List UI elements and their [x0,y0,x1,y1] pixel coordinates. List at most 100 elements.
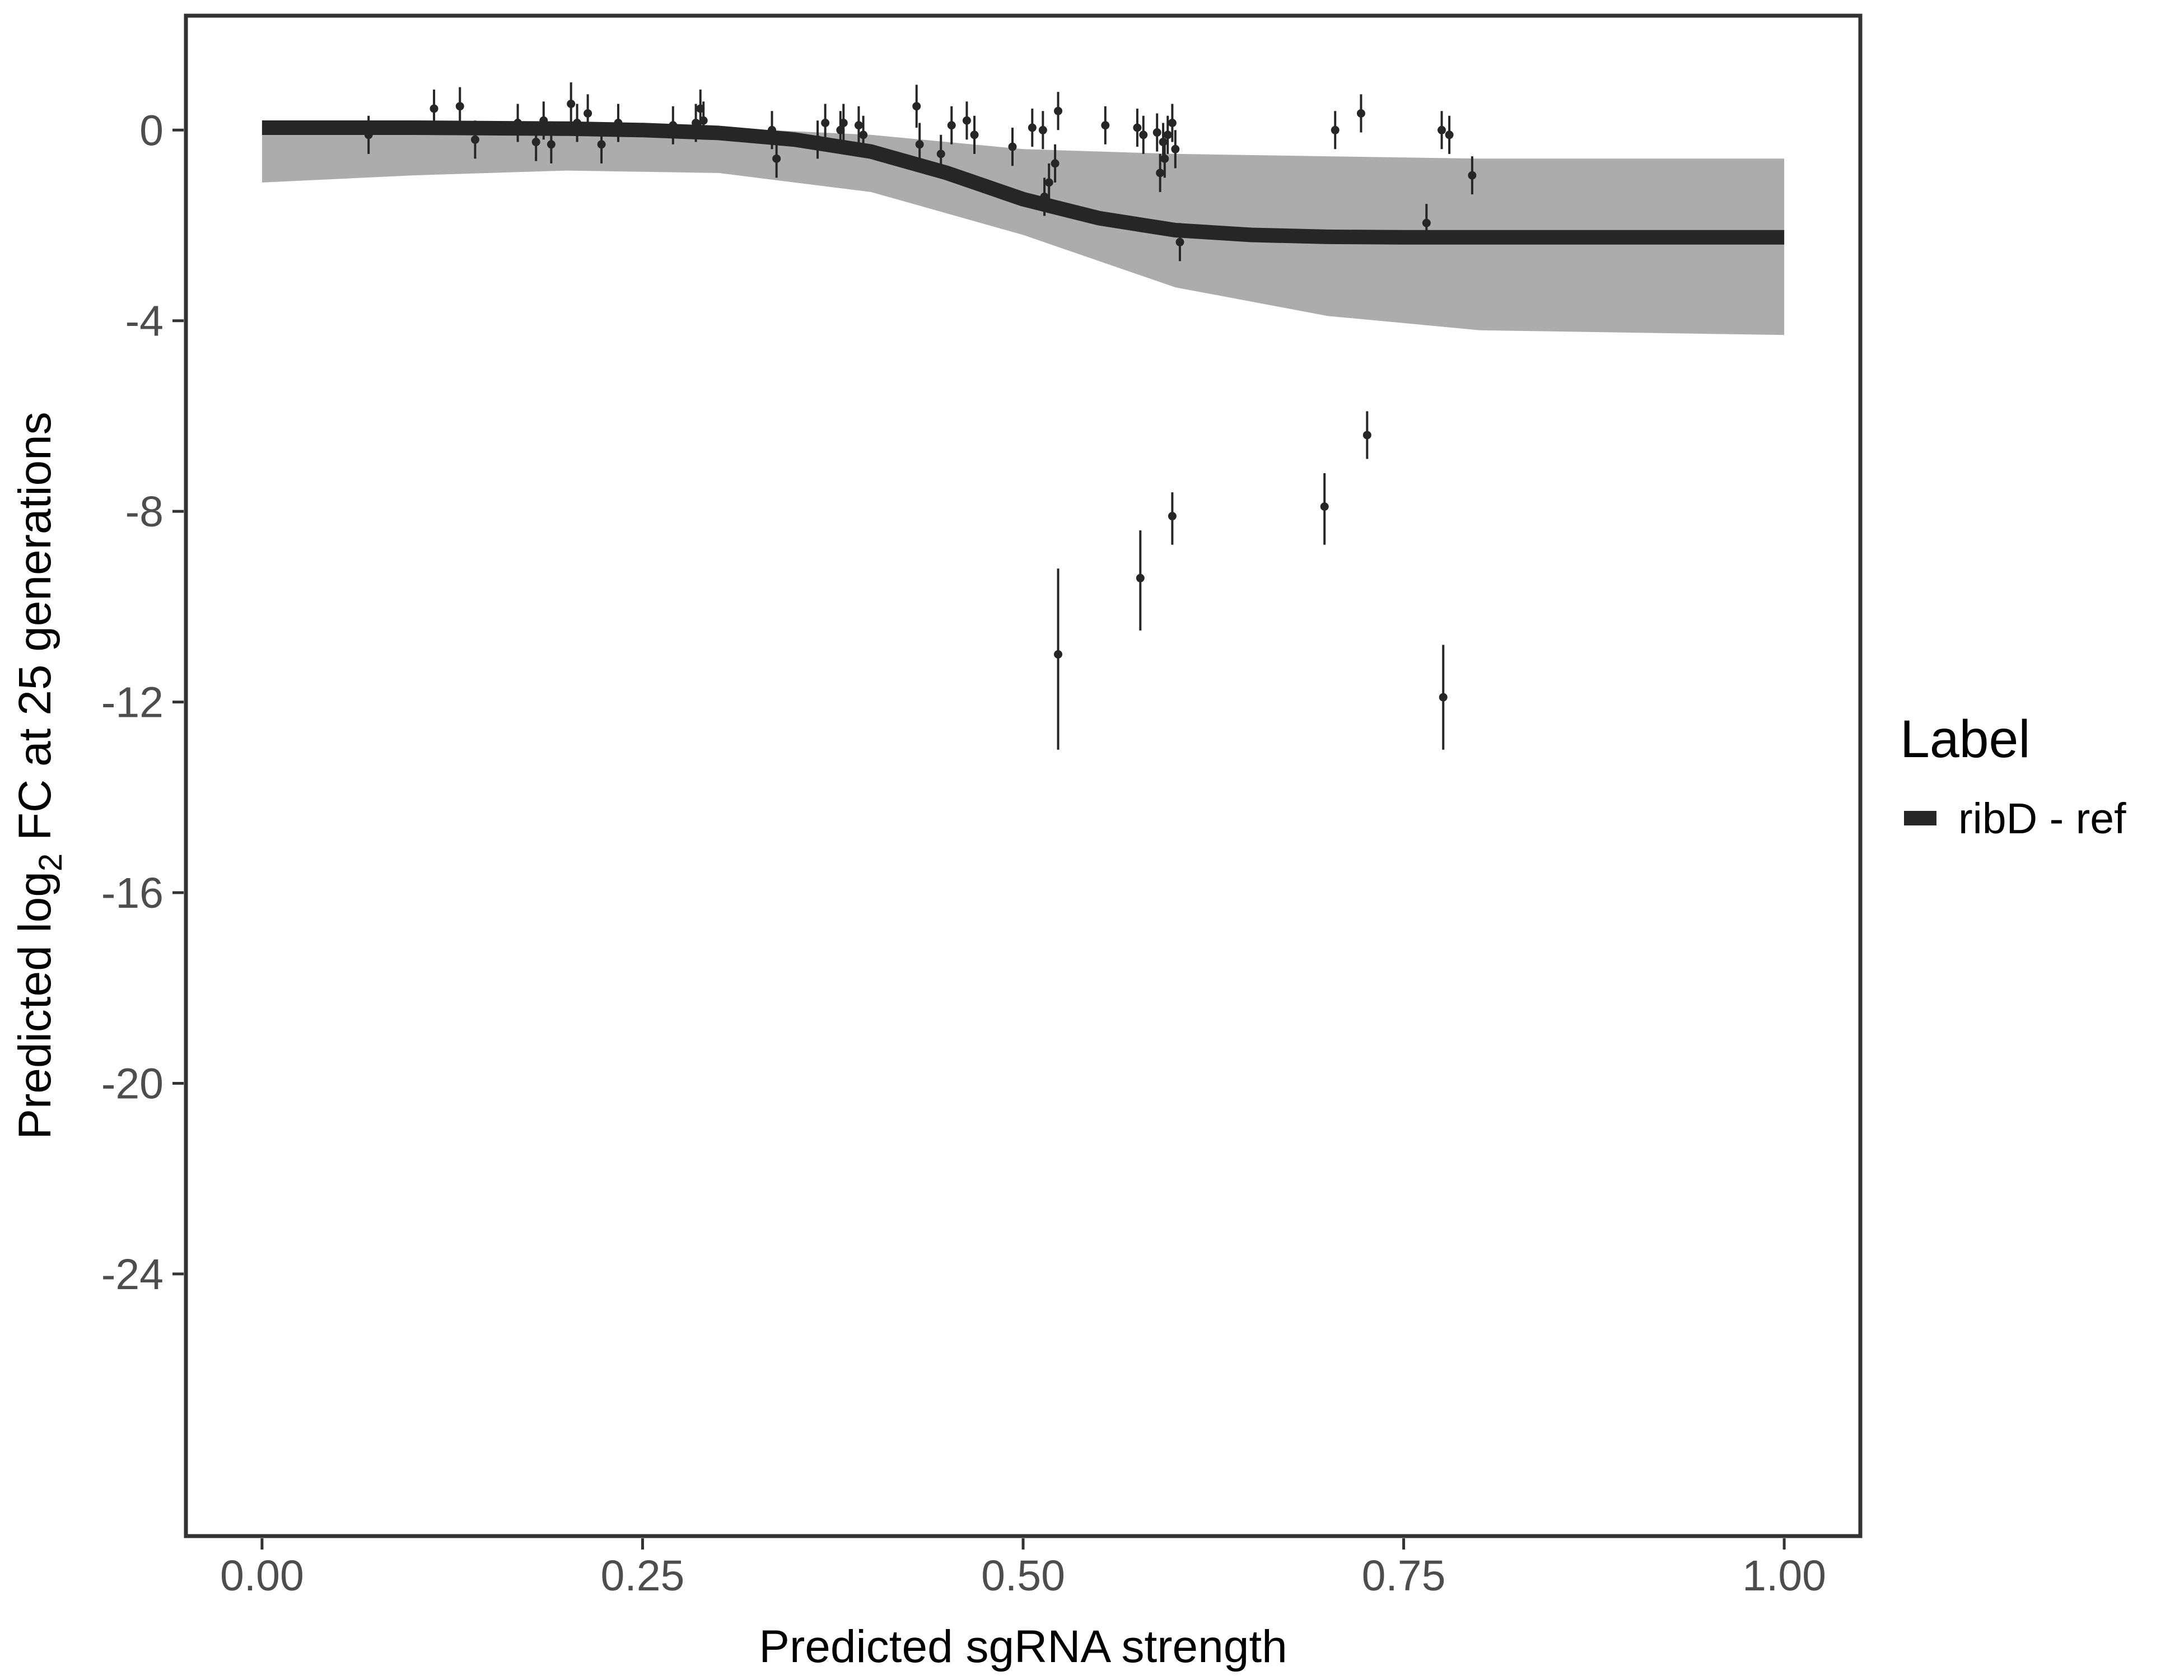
point-marker [1054,650,1063,659]
point-marker [364,130,373,139]
data-point [859,115,868,154]
data-point [470,120,479,159]
data-point [1156,153,1165,192]
y-tick-label: -4 [125,297,164,346]
point-marker [584,109,592,118]
point-marker [514,118,522,127]
legend-item-label: ribD - ref [1958,795,2126,843]
point-marker [1175,237,1184,246]
data-point [1054,568,1063,750]
data-point [614,104,623,142]
point-marker [947,121,956,130]
point-marker [1445,130,1454,139]
point-marker [1139,130,1148,139]
point-marker [1152,128,1161,137]
data-point [597,125,606,164]
data-point [1051,144,1060,183]
data-point [970,115,979,154]
point-marker [1468,171,1477,180]
plot-area [262,82,1785,750]
data-point [912,85,921,128]
data-point [772,139,781,178]
data-point [1160,139,1169,178]
point-marker [1362,431,1371,440]
data-point [1356,94,1365,133]
y-axis-title: Predicted log2 FC at 25 generations [10,412,69,1139]
y-axis-title-suffix: FC at 25 generations [10,412,60,853]
point-marker [970,130,979,139]
posterior-band [262,123,1785,335]
data-point [1438,111,1446,150]
point-marker [768,125,776,134]
data-point [1175,223,1184,262]
point-marker [531,138,540,147]
data-point [1331,111,1340,150]
data-point [1044,163,1053,202]
data-point [1101,106,1110,144]
point-marker [1040,192,1049,201]
x-axis: 0.00 0.25 0.50 0.75 1.00 [220,1538,1826,1600]
data-point [1139,115,1148,154]
data-point [1152,113,1161,152]
y-axis-title-prefix: Predicted log [10,871,60,1140]
data-point [1468,156,1477,195]
point-marker [839,118,848,127]
legend-key-swatch [1904,811,1936,825]
x-axis-title: Predicted sgRNA strength [759,1621,1287,1672]
data-point [364,115,373,154]
data-point [567,82,576,125]
point-marker [567,99,576,108]
point-marker [1008,142,1017,151]
point-marker [1331,125,1340,134]
point-marker [1044,178,1053,187]
point-marker [859,130,868,139]
point-marker [573,118,582,127]
point-marker [854,121,863,130]
data-point [1171,130,1180,169]
data-point [699,101,708,140]
point-marker [614,118,623,127]
data-point [1054,92,1063,130]
data-point [1445,115,1454,154]
data-point [1362,411,1371,459]
y-tick-label: -24 [101,1250,164,1299]
point-marker [1356,109,1365,118]
point-marker [1159,138,1168,147]
x-tick-label: 1.00 [1742,1552,1826,1600]
point-marker [470,135,479,144]
point-marker [1101,121,1110,130]
data-point [915,123,924,166]
fit-line-0 [262,120,1785,245]
fit-line-layer [262,120,1785,245]
data-point [455,87,464,125]
data-point [854,106,863,144]
point-marker [1156,169,1165,178]
data-point [1133,108,1142,147]
point-marker [1439,693,1448,702]
point-marker [936,150,945,158]
data-point [768,111,776,150]
point-marker [1136,573,1145,582]
y-axis-title-subscript: 2 [32,853,69,871]
point-marker [597,140,606,149]
x-tick-label: 0.75 [1362,1552,1446,1600]
point-marker [1038,125,1047,134]
y-tick-label: -16 [101,869,164,917]
x-tick-label: 0.25 [601,1552,685,1600]
data-point [962,101,971,140]
data-point [539,101,548,140]
legend: Label ribD - ref [1900,710,2126,843]
point-marker [962,116,971,125]
point-marker [547,140,556,149]
data-point [947,106,956,144]
point-marker [1438,125,1446,134]
data-point [584,94,592,133]
y-tick-label: -20 [101,1060,164,1108]
data-point [1163,115,1172,154]
data-point [531,123,540,161]
data-point [1136,530,1145,631]
data-point [1168,492,1177,545]
data-point [1320,473,1329,545]
panel-border [184,13,1863,1538]
